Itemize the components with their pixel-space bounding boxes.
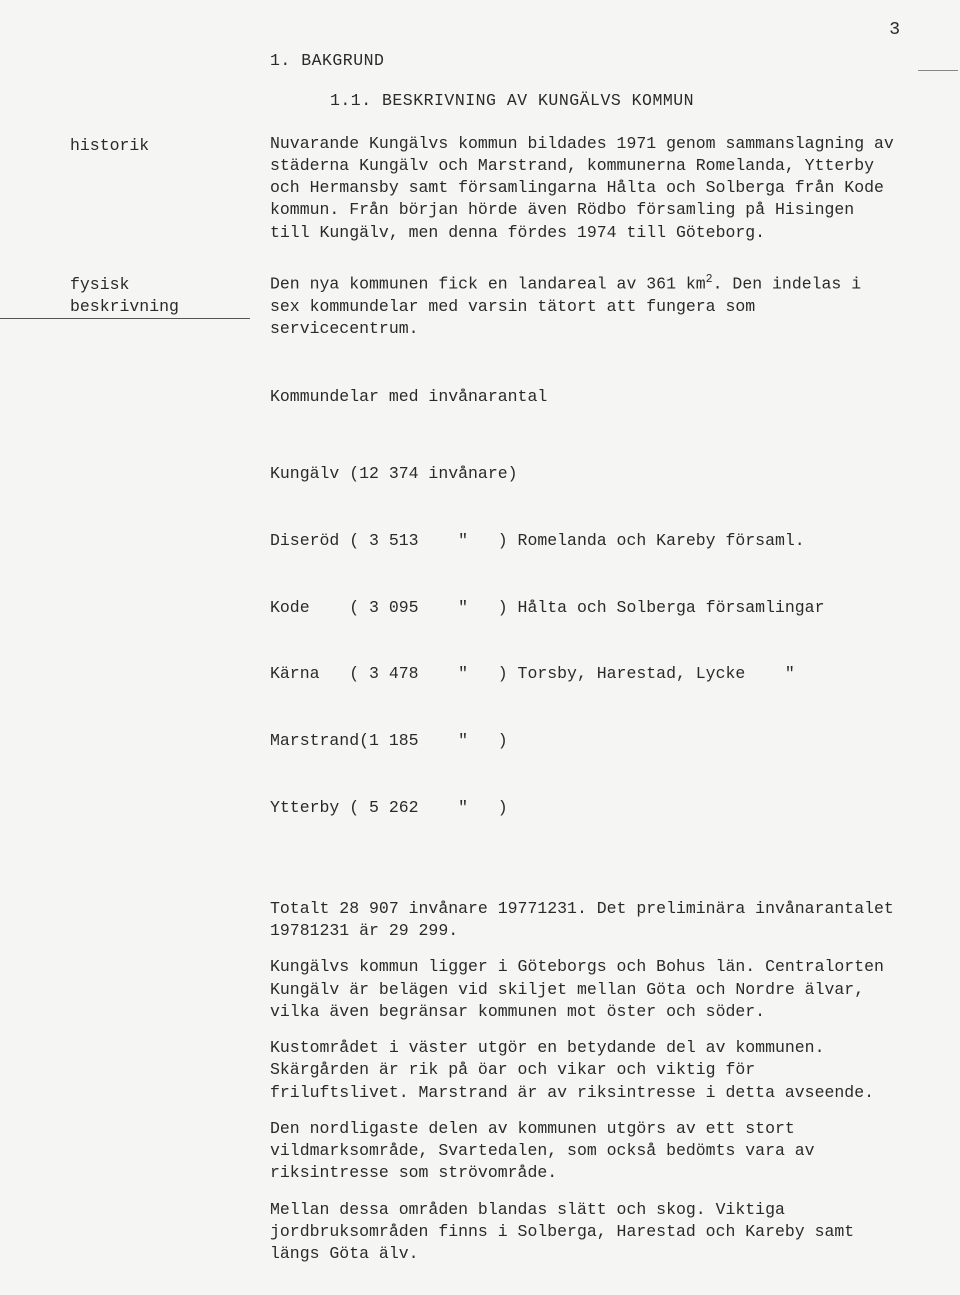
heading-level-2: 1.1. BESKRIVNING AV KUNGÄLVS KOMMUN [330,90,900,112]
body-text-historik: Nuvarande Kungälvs kommun bildades 1971 … [270,133,900,258]
scan-artifact-line [918,70,958,71]
table-title: Kommundelar med invånarantal [270,386,900,408]
table-row: Kode ( 3 095 " ) Hålta och Solberga förs… [270,597,900,619]
paragraph: Kustområdet i väster utgör en betydande … [270,1037,900,1104]
spacer [70,368,900,386]
table-row: Kärna ( 3 478 " ) Torsby, Harestad, Lyck… [270,663,900,685]
paragraph: Kungälvs kommun ligger i Göteborgs och B… [270,956,900,1023]
paragraph-part: Den nya kommunen fick en landareal av 36… [270,274,706,293]
page-number: 3 [889,18,900,42]
paragraph: Totalt 28 907 invånare 19771231. Det pre… [270,898,900,943]
document-page: 3 1. BAKGRUND 1.1. BESKRIVNING AV KUNGÄL… [0,0,960,1295]
paragraph: Mellan dessa områden blandas slätt och s… [270,1199,900,1266]
heading-level-1: 1. BAKGRUND [270,50,900,72]
table-row: Ytterby ( 5 262 " ) [270,797,900,819]
margin-underline [0,318,250,319]
margin-label-text: fysisk beskrivning [70,275,179,316]
body-continued: Totalt 28 907 invånare 19771231. Det pre… [270,898,900,1266]
paragraph: Den nya kommunen fick en landareal av 36… [270,272,900,340]
margin-label-fysisk: fysisk beskrivning [70,272,270,319]
section-historik: historik Nuvarande Kungälvs kommun bilda… [70,133,900,258]
margin-label-text: historik [70,136,149,155]
table-row: Kungälv (12 374 invånare) [270,463,900,485]
kommundelar-table: Kungälv (12 374 invånare) Diseröd ( 3 51… [270,418,900,863]
paragraph: Den nordligaste delen av kommunen utgörs… [270,1118,900,1185]
superscript: 2 [706,273,713,286]
section-fysisk: fysisk beskrivning Den nya kommunen fick… [70,272,900,354]
paragraph: Nuvarande Kungälvs kommun bildades 1971 … [270,133,900,244]
margin-label-historik: historik [70,133,270,157]
table-row: Marstrand(1 185 " ) [270,730,900,752]
body-text-fysisk: Den nya kommunen fick en landareal av 36… [270,272,900,354]
spacer [70,880,900,898]
table-row: Diseröd ( 3 513 " ) Romelanda och Kareby… [270,530,900,552]
